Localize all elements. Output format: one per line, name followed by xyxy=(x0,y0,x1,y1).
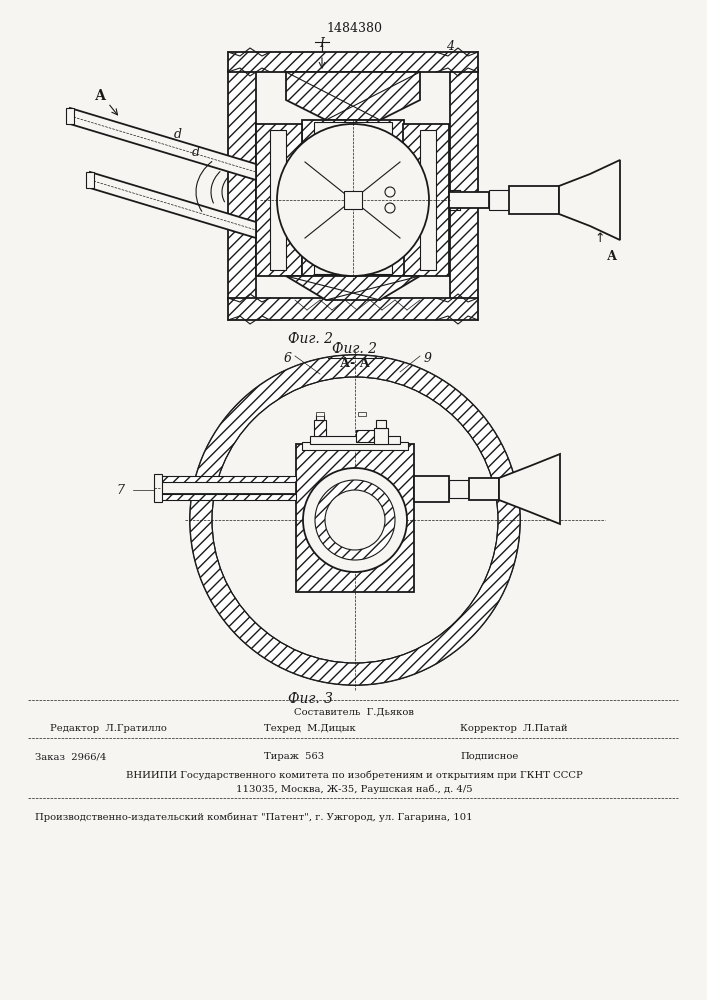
Text: d: d xyxy=(174,128,182,141)
Polygon shape xyxy=(286,276,420,300)
Text: Заказ  2966/4: Заказ 2966/4 xyxy=(35,752,106,761)
Text: ↑: ↑ xyxy=(595,232,605,245)
Bar xyxy=(509,186,559,214)
Ellipse shape xyxy=(303,468,407,572)
Text: Техред  М.Дицык: Техред М.Дицык xyxy=(264,724,356,733)
Bar xyxy=(160,494,296,500)
Text: ВНИИПИ Государственного комитета по изобретениям и открытиям при ГКНТ СССР: ВНИИПИ Государственного комитета по изоб… xyxy=(126,770,583,780)
Bar xyxy=(296,444,414,592)
Text: Редактор  Л.Гратилло: Редактор Л.Гратилло xyxy=(50,724,167,733)
Text: Фиг. 2: Фиг. 2 xyxy=(332,342,378,356)
Text: 6: 6 xyxy=(284,352,292,365)
Text: Фиг. 3: Фиг. 3 xyxy=(288,692,332,706)
Text: Составитель  Г.Дьяков: Составитель Г.Дьяков xyxy=(294,708,414,717)
Text: d: d xyxy=(192,145,200,158)
Bar xyxy=(316,412,324,416)
Text: Производственно-издательский комбинат "Патент", г. Ужгород, ул. Гагарина, 101: Производственно-издательский комбинат "П… xyxy=(35,812,472,822)
Bar xyxy=(302,250,404,276)
Polygon shape xyxy=(90,172,256,238)
Text: Фиг. 2: Фиг. 2 xyxy=(288,332,332,346)
Bar xyxy=(228,70,256,300)
Ellipse shape xyxy=(385,203,395,213)
Bar xyxy=(314,252,392,274)
Bar xyxy=(66,108,74,124)
Bar xyxy=(160,482,296,494)
Text: 4: 4 xyxy=(446,40,454,53)
Bar xyxy=(228,298,478,320)
Ellipse shape xyxy=(277,124,429,276)
Polygon shape xyxy=(70,108,256,180)
Bar xyxy=(489,190,509,210)
Text: А: А xyxy=(94,89,105,103)
Bar xyxy=(449,192,489,208)
Ellipse shape xyxy=(315,480,395,560)
Bar xyxy=(403,124,449,276)
Bar xyxy=(358,412,366,416)
Text: Корректор  Л.Патай: Корректор Л.Патай xyxy=(460,724,568,733)
Ellipse shape xyxy=(325,490,385,550)
Text: А: А xyxy=(607,250,617,263)
Text: 113035, Москва, Ж-35, Раушская наб., д. 4/5: 113035, Москва, Ж-35, Раушская наб., д. … xyxy=(235,784,472,794)
Wedge shape xyxy=(190,355,520,685)
Bar xyxy=(469,478,499,500)
Bar xyxy=(86,172,94,188)
Text: А- А: А- А xyxy=(340,357,370,370)
Bar xyxy=(270,130,286,270)
Bar xyxy=(314,122,392,144)
Polygon shape xyxy=(499,454,560,524)
Ellipse shape xyxy=(190,355,520,685)
Text: Тираж  563: Тираж 563 xyxy=(264,752,324,761)
Bar xyxy=(374,428,388,444)
Polygon shape xyxy=(559,160,620,240)
Text: Подписное: Подписное xyxy=(460,752,518,761)
Bar xyxy=(228,52,478,72)
Bar xyxy=(302,120,404,146)
Polygon shape xyxy=(286,72,420,120)
Bar xyxy=(310,436,400,444)
Text: 7: 7 xyxy=(116,484,124,496)
Bar xyxy=(344,191,362,209)
Bar xyxy=(256,124,302,276)
Bar xyxy=(356,430,374,442)
Bar xyxy=(316,415,324,420)
Bar xyxy=(376,420,386,428)
Text: I: I xyxy=(320,37,325,50)
Bar xyxy=(449,480,469,498)
Bar xyxy=(414,476,449,502)
Bar xyxy=(314,420,326,436)
Text: 1484380: 1484380 xyxy=(326,22,382,35)
Ellipse shape xyxy=(385,187,395,197)
Bar xyxy=(160,476,296,482)
Bar xyxy=(450,70,478,300)
Bar xyxy=(302,442,408,450)
Bar xyxy=(154,474,162,502)
Text: 9: 9 xyxy=(424,352,432,365)
Bar xyxy=(420,130,436,270)
